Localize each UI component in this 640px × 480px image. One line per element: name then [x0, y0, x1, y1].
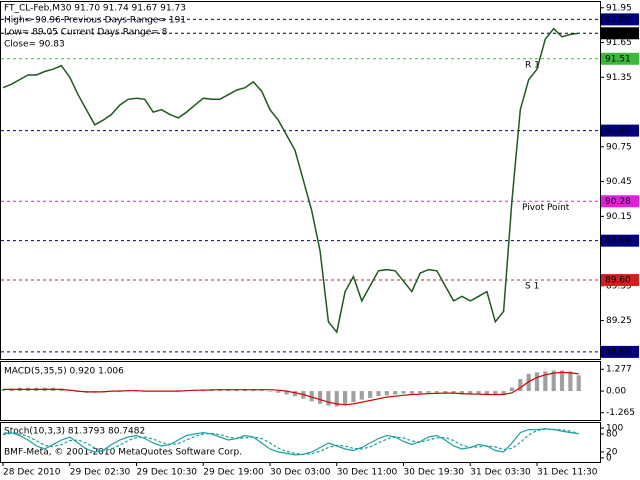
histogram-bar — [509, 387, 515, 392]
histogram-bar — [451, 391, 456, 394]
series-line — [2, 428, 579, 455]
copyright: BMF-Meta, © 2001-2010 MetaQuotes Softwar… — [4, 448, 242, 458]
y-tick-label: 91.65 — [606, 38, 632, 48]
level-label: 91.73 — [605, 29, 631, 39]
y-tick-label: -1.265 — [606, 408, 635, 418]
x-tick-label: 28 Dec 2010 — [3, 468, 61, 478]
level-label: 90.28 — [605, 197, 631, 207]
histogram-bar — [534, 372, 540, 392]
y-tick-label: 90.45 — [606, 177, 632, 187]
level-annotation: Pivot Point — [522, 203, 570, 213]
histogram-bar — [484, 391, 490, 395]
histogram-bar — [326, 391, 331, 406]
histogram-bar — [476, 391, 481, 395]
series-line — [2, 428, 579, 456]
histogram-bar — [543, 371, 548, 392]
histogram-bar — [317, 391, 323, 404]
level-box — [601, 13, 639, 26]
level-box — [601, 195, 639, 208]
level-box — [601, 234, 639, 247]
histogram-bar — [418, 391, 423, 394]
series-line — [3, 371, 579, 406]
y-tick-label: 91.95 — [606, 3, 632, 13]
histogram-bar — [0, 389, 6, 392]
histogram-bar — [468, 391, 473, 395]
y-tick-label: 90.15 — [606, 212, 632, 222]
x-tick-label: 30 Dec 11:00 — [337, 468, 398, 478]
histogram-bar — [267, 391, 273, 392]
histogram-bar — [276, 391, 281, 393]
histogram-bar — [526, 373, 531, 392]
histogram-bar — [343, 391, 348, 405]
histogram-bar — [401, 391, 406, 394]
y-tick-label: 90.75 — [606, 142, 632, 152]
histogram-bar — [376, 391, 381, 397]
stoch-title: Stoch(10,3,3) 81.3793 80.7482 — [4, 427, 145, 437]
level-label: 88.98 — [605, 347, 631, 357]
histogram-bar — [409, 391, 414, 394]
level-annotation: S 1 — [525, 282, 539, 292]
level-annotation: R 1 — [525, 60, 540, 70]
histogram-bar — [434, 391, 439, 393]
histogram-bar — [384, 391, 389, 396]
y-tick-label: 20 — [606, 447, 618, 457]
x-tick-label: 29 Dec 19:00 — [203, 468, 264, 478]
main-panel — [0, 1, 601, 360]
y-tick-label: 89.25 — [606, 316, 632, 326]
header-line: High= 90.96 Previous Days Range= 191 — [4, 16, 186, 26]
x-tick-label: 31 Dec 03:30 — [470, 468, 531, 478]
histogram-bar — [393, 391, 398, 395]
header-line: Low= 89.05 Current Days Range= 8 — [4, 28, 168, 38]
level-label: 89.60 — [605, 276, 631, 286]
histogram-bar — [559, 370, 565, 392]
macd-title: MACD(5,35,5) 0.920 1.006 — [4, 367, 124, 377]
level-label: 91.85 — [605, 15, 631, 25]
series-line — [2, 27, 579, 334]
x-tick-label: 31 Dec 11:30 — [537, 468, 598, 478]
stoch-panel — [0, 422, 601, 463]
level-box — [601, 274, 639, 287]
header-line: Close= 90.83 — [4, 40, 65, 50]
histogram-bar — [493, 391, 498, 396]
x-tick-label: 30 Dec 19:30 — [404, 468, 465, 478]
histogram-bar — [443, 391, 448, 393]
histogram-bar — [334, 391, 339, 407]
y-tick-label: 100 — [606, 424, 623, 434]
histogram-bar — [568, 371, 573, 392]
histogram-bar — [551, 370, 556, 392]
header-line: FT_CL-Feb,M30 91.70 91.74 91.67 91.73 — [4, 4, 186, 14]
histogram-bar — [576, 375, 581, 392]
histogram-bar — [459, 391, 464, 395]
level-box — [601, 124, 639, 137]
y-tick-label: 80 — [606, 430, 618, 440]
histogram-bar — [368, 391, 373, 398]
level-label: 89.94 — [605, 236, 631, 246]
x-tick-label: 29 Dec 10:30 — [137, 468, 198, 478]
y-tick-label: 91.35 — [606, 73, 632, 83]
level-label: 91.51 — [605, 54, 631, 64]
histogram-bar — [134, 391, 139, 392]
histogram-bar — [518, 379, 523, 392]
x-tick-label: 30 Dec 03:00 — [270, 468, 331, 478]
histogram-bar — [351, 391, 356, 403]
histogram-bar — [501, 391, 506, 395]
level-box — [601, 52, 639, 65]
level-label: 90.89 — [605, 126, 631, 136]
histogram-bar — [309, 391, 314, 402]
y-tick-label: 0.00 — [606, 387, 626, 397]
x-tick-label: 29 Dec 02:30 — [70, 468, 131, 478]
y-tick-label: 89.55 — [606, 281, 632, 291]
level-box — [601, 27, 639, 40]
histogram-bar — [292, 391, 298, 397]
y-tick-label: 0 — [606, 453, 612, 463]
y-tick-label: 1.277 — [606, 365, 632, 375]
level-box — [601, 345, 639, 358]
histogram-bar — [259, 390, 264, 392]
histogram-bar — [359, 391, 364, 400]
histogram-bar — [284, 391, 289, 395]
histogram-bar — [426, 391, 431, 393]
